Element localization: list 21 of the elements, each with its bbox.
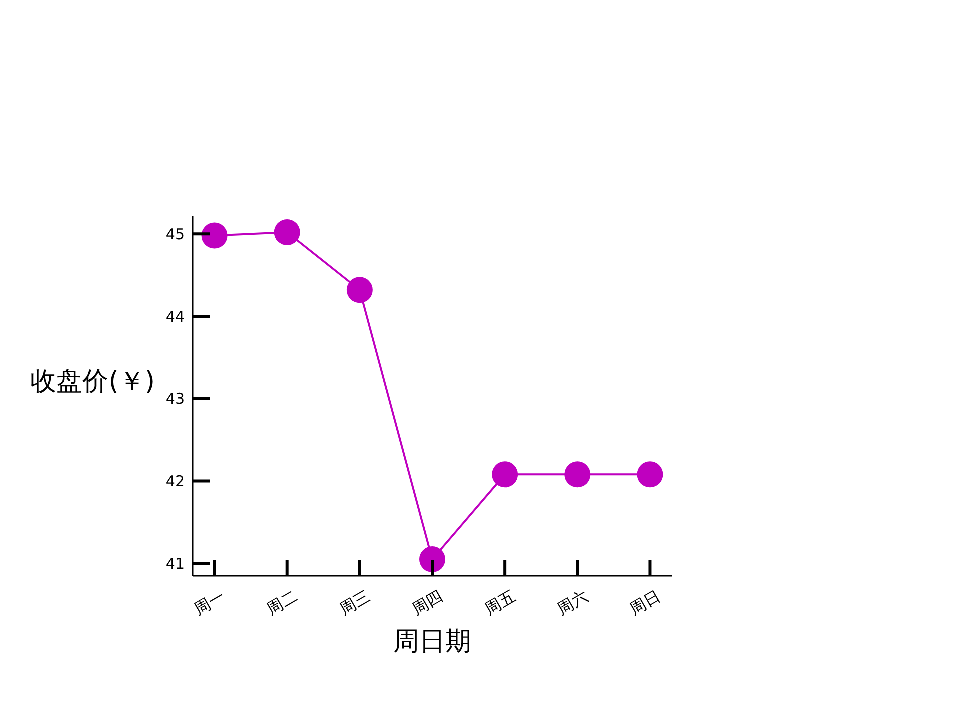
- x-axis-title: 周日期: [394, 627, 472, 657]
- point: [274, 219, 300, 246]
- y-tick-label: 41: [166, 554, 185, 573]
- point: [564, 462, 591, 488]
- y-tick-label: 43: [166, 390, 185, 408]
- x-tick-label: 周四: [408, 586, 446, 620]
- y-tick-label: 44: [166, 308, 185, 326]
- y-tick-label: 42: [166, 472, 185, 491]
- x-tick-label: 周日: [626, 586, 664, 620]
- point: [492, 462, 518, 488]
- x-tick-label: 周五: [481, 586, 519, 620]
- y-axis-title: 收盘价(￥): [30, 367, 155, 397]
- y-tick-label: 45: [166, 225, 185, 244]
- x-tick-label: 周六: [554, 586, 592, 620]
- point: [202, 222, 228, 249]
- x-tick-label: 周三: [336, 586, 374, 620]
- point: [637, 462, 664, 488]
- x-tick-label: 周一: [191, 586, 228, 620]
- point: [346, 277, 373, 304]
- point: [420, 546, 446, 573]
- x-tick-label: 周二: [264, 586, 301, 620]
